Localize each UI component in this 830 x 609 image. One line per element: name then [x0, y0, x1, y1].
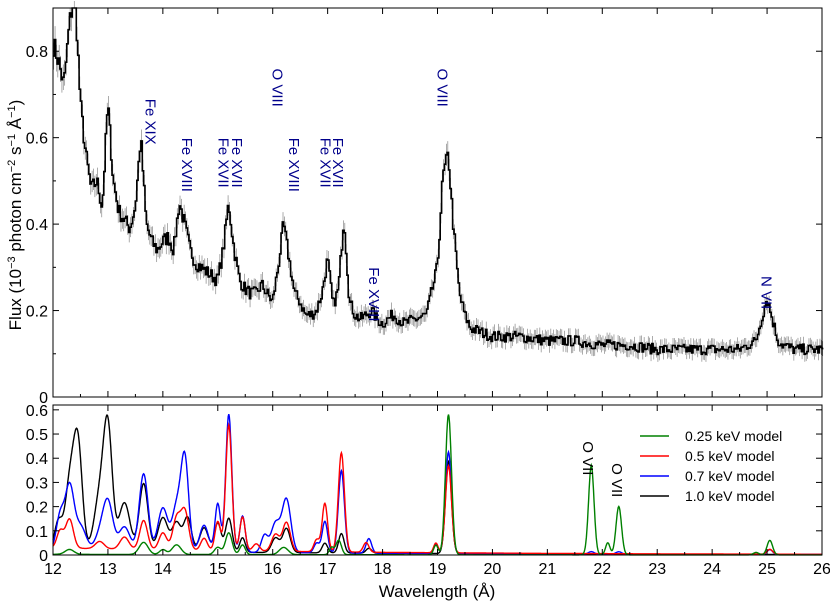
top-axes: 0 0.2 0.4 0.6 0.8 — [26, 7, 823, 407]
bottom-y-tick-label: 0.4 — [26, 451, 48, 468]
x-tick-label: 24 — [703, 561, 721, 578]
bottom-y-tick-label: 0.6 — [26, 403, 48, 420]
model-series-line — [52, 422, 822, 555]
legend-label: 1.0 keV model — [685, 488, 775, 504]
ion-label: O VII — [579, 441, 596, 475]
x-tick-label: 14 — [154, 561, 172, 578]
ion-label: Fe XIX — [141, 99, 158, 145]
ion-label: O VIII — [434, 69, 451, 107]
top-error-bars — [53, 0, 824, 362]
x-tick-label: 21 — [538, 561, 556, 578]
y-axis-title: Flux (10−3 photon cm−2 s−1 Å−1) — [6, 100, 25, 331]
ion-label: O VII — [608, 463, 625, 497]
top-y-tick-label: 0.2 — [26, 304, 48, 321]
bottom-axes: 0 0.1 0.2 0.3 0.4 0.5 0.6 12 13 14 15 16 17 18 19 20 21 2… — [26, 403, 830, 578]
ion-label: O VIII — [269, 69, 286, 107]
top-y-tick-label: 0.6 — [26, 131, 48, 148]
bottom-y-tick-label: 0.5 — [26, 427, 48, 444]
x-tick-label: 25 — [758, 561, 776, 578]
top-y-tick-label: 0.4 — [26, 217, 48, 234]
ion-label: Fe XVII — [228, 138, 245, 188]
x-tick-label: 22 — [593, 561, 611, 578]
top-plot-frame — [52, 7, 823, 398]
x-tick-label: 13 — [99, 561, 117, 578]
bottom-ion-labels: O VII O VII — [579, 441, 625, 497]
bottom-y-tick-label: 0 — [39, 548, 48, 565]
legend-label: 0.25 keV model — [685, 428, 782, 444]
ion-label: Fe XVII — [317, 138, 334, 188]
ion-label: N VII — [758, 276, 775, 309]
x-tick-label: 18 — [374, 561, 392, 578]
bottom-y-tick-label: 0.1 — [26, 524, 48, 541]
x-tick-label: 23 — [648, 561, 666, 578]
x-tick-label: 15 — [209, 561, 227, 578]
bottom-y-tick-label: 0.3 — [26, 475, 48, 492]
x-tick-label: 20 — [484, 561, 502, 578]
legend-label: 0.7 keV model — [685, 468, 775, 484]
top-y-tick-label: 0.8 — [26, 44, 48, 61]
ion-label: Fe XVII — [214, 138, 231, 188]
top-flux-line — [53, 7, 824, 356]
x-tick-label: 17 — [319, 561, 337, 578]
x-axis-title: Wavelength (Å) — [379, 582, 496, 601]
ion-label: Fe XVIII — [178, 138, 195, 192]
x-tick-label: 26 — [813, 561, 830, 578]
bottom-y-tick-label: 0.2 — [26, 500, 48, 517]
legend: 0.25 keV model 0.5 keV model 0.7 keV model… — [640, 428, 782, 504]
flux-series-line — [53, 7, 824, 356]
ion-label: Fe XVIII — [285, 138, 302, 192]
ion-label: Fe XVII — [329, 138, 346, 188]
x-tick-label: 12 — [44, 561, 62, 578]
legend-label: 0.5 keV model — [685, 448, 775, 464]
x-tick-label: 19 — [429, 561, 447, 578]
top-y-tick-label: 0 — [39, 390, 48, 407]
ion-label: Fe XVIII — [365, 267, 382, 321]
x-tick-label: 16 — [264, 561, 282, 578]
